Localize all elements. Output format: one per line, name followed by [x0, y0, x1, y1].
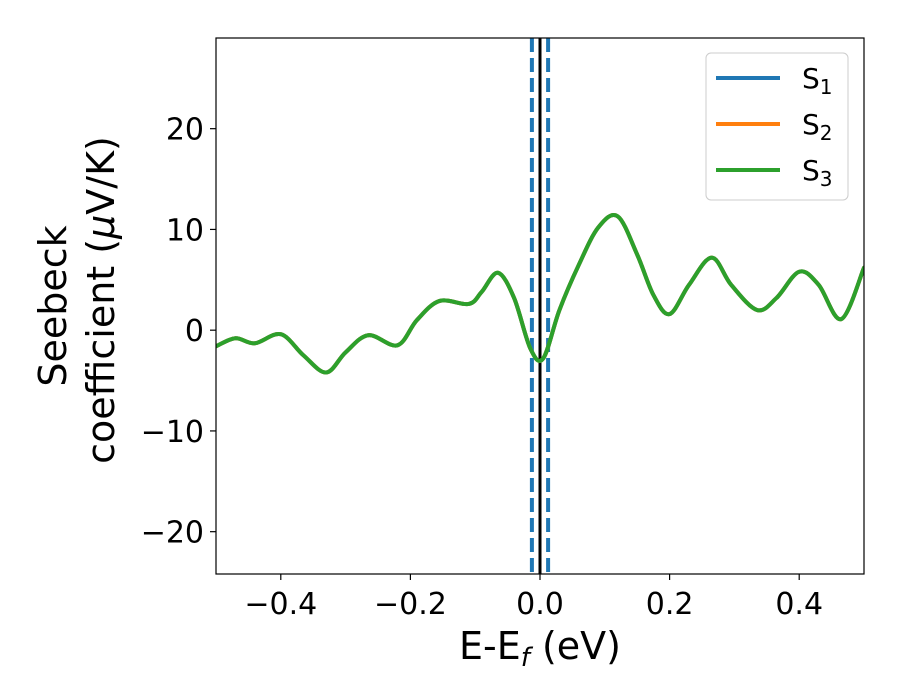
y-axis-title-line2: coefficient (μV/K)	[79, 136, 123, 464]
legend-label-sub: 2	[820, 121, 833, 145]
legend-label-s3: S3	[802, 154, 833, 191]
x-axis-title-main: E-E	[459, 624, 521, 668]
x-tick-label: 0.4	[775, 587, 823, 622]
x-tick-label: −0.4	[244, 587, 317, 622]
y-axis-title-line1: Seebeck	[31, 225, 75, 386]
legend-label-sub: 3	[820, 167, 833, 191]
x-tick-label: −0.2	[374, 587, 447, 622]
y-axis-title: Seebeck coefficient (μV/K)	[31, 136, 123, 464]
legend-label-main: S	[802, 154, 820, 187]
x-axis-title: E-Ef (eV)	[459, 624, 621, 673]
y-tick-label: −10	[141, 415, 204, 450]
series-lines	[216, 213, 864, 375]
legend-label-main: S	[802, 108, 820, 141]
series-line-s3	[216, 213, 864, 375]
legend-frame	[705, 52, 849, 201]
x-tick-label: 0.0	[516, 587, 564, 622]
x-axis-title-unit: (eV)	[530, 624, 621, 668]
y-tick-label: 0	[185, 314, 204, 349]
legend-label-s1: S1	[802, 62, 833, 99]
y-axis-title-unit: V/K)	[79, 136, 123, 215]
y-tick-label: 20	[166, 113, 204, 148]
legend-label-main: S	[802, 62, 820, 95]
y-axis-title-line2-main: coefficient (	[79, 239, 123, 464]
y-tick-label: 10	[166, 213, 204, 248]
x-axis-ticks: −0.4 −0.2 0.0 0.2 0.4	[244, 574, 823, 622]
y-axis-ticks: −20 −10 0 10 20	[141, 113, 216, 551]
y-axis-title-mu: μ	[79, 215, 123, 240]
reference-lines	[529, 38, 551, 574]
legend-label-s2: S2	[802, 108, 833, 145]
x-tick-label: 0.2	[646, 587, 694, 622]
y-tick-label: −20	[141, 516, 204, 551]
legend-label-sub: 1	[820, 75, 833, 99]
